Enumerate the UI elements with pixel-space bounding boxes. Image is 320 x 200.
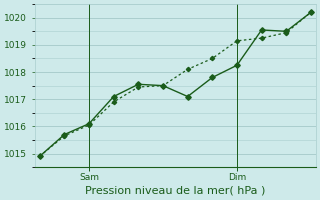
X-axis label: Pression niveau de la mer( hPa ): Pression niveau de la mer( hPa ) <box>85 186 266 196</box>
